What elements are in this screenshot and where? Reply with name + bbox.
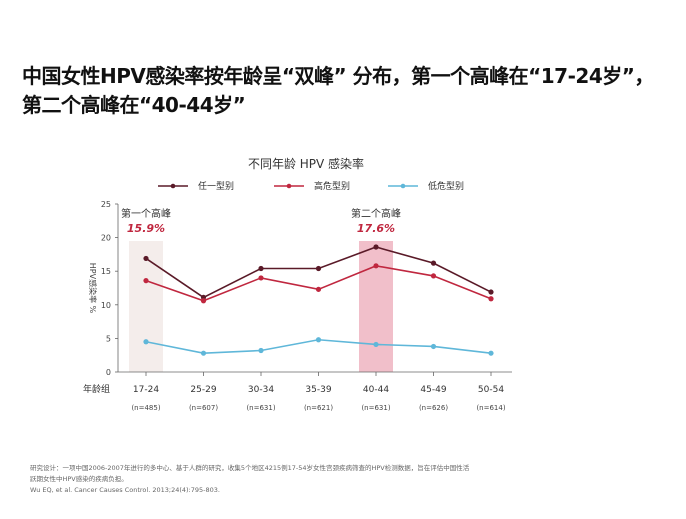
data-point — [200, 298, 207, 304]
y-tick-label: 10 — [101, 301, 111, 310]
data-point — [430, 273, 437, 279]
x-tick-label: 45-49 — [420, 385, 446, 395]
data-point — [143, 339, 149, 345]
sample-size-label: (n=614) — [476, 404, 505, 412]
y-tick-label: 20 — [101, 234, 111, 243]
legend-marker — [170, 183, 176, 189]
data-point — [200, 350, 207, 356]
data-point — [373, 263, 379, 269]
sample-size-label: (n=626) — [419, 404, 448, 412]
peak-value-label: 15.9% — [127, 222, 165, 235]
y-axis-label: HPV感染率 % — [88, 263, 98, 314]
chart-title: 不同年龄 HPV 感染率 — [248, 156, 364, 171]
sample-size-label: (n=631) — [361, 404, 390, 412]
x-axis-label: 年龄组 — [83, 383, 110, 395]
peak-value-label: 17.6% — [357, 222, 395, 235]
y-tick-label: 15 — [101, 267, 111, 276]
data-point — [258, 265, 264, 272]
data-point — [488, 296, 494, 302]
peak-highlight-band — [359, 241, 393, 372]
x-tick-label: 25-29 — [190, 385, 216, 395]
data-point — [143, 278, 149, 284]
x-tick-label: 40-44 — [363, 385, 389, 395]
x-tick-label: 30-34 — [248, 385, 274, 395]
data-point — [315, 265, 322, 272]
sample-size-label: (n=631) — [246, 404, 275, 412]
footer-line1: 研究设计：一项中国2006-2007年进行的多中心、基于人群的研究，收集5个地区… — [30, 464, 470, 472]
data-point — [143, 255, 149, 262]
data-point — [430, 343, 437, 350]
data-point — [258, 275, 264, 281]
legend-marker — [286, 183, 292, 189]
sample-size-label: (n=485) — [131, 404, 160, 412]
data-point — [373, 244, 379, 250]
peak-label: 第二个高峰 — [351, 207, 401, 220]
y-tick-label: 25 — [101, 200, 111, 209]
y-tick-label: 5 — [106, 334, 111, 343]
slide-title-line2: 第二个高峰在“40-44岁” — [22, 93, 246, 117]
footer-citation: Wu EQ, et al. Cancer Causes Control. 201… — [30, 486, 220, 494]
data-point — [258, 347, 264, 354]
slide-title: 中国女性HPV感染率按年龄呈“双峰” 分布，第一个高峰在“17-24岁”， 第二… — [22, 62, 672, 120]
data-point — [315, 286, 322, 292]
y-tick-label: 0 — [106, 368, 111, 377]
data-point — [373, 341, 379, 348]
peak-label: 第一个高峰 — [121, 207, 171, 220]
x-tick-label: 35-39 — [305, 385, 331, 395]
data-point — [488, 350, 494, 356]
legend-label: 任一型别 — [198, 180, 234, 192]
legend-marker — [400, 183, 406, 189]
data-point — [488, 289, 494, 295]
sample-size-label: (n=621) — [304, 404, 333, 412]
data-point — [430, 260, 437, 266]
x-tick-label: 50-54 — [478, 385, 504, 395]
x-tick-label: 17-24 — [133, 385, 159, 395]
slide-title-line1: 中国女性HPV感染率按年龄呈“双峰” 分布，第一个高峰在“17-24岁”， — [22, 64, 654, 88]
peak-highlight-band — [129, 241, 163, 372]
legend-label: 高危型别 — [314, 180, 350, 192]
sample-size-label: (n=607) — [189, 404, 218, 412]
footer-notes: 研究设计：一项中国2006-2007年进行的多中心、基于人群的研究，收集5个地区… — [30, 463, 650, 496]
legend-label: 低危型别 — [428, 180, 464, 192]
footer-line2: 跃期女性中HPV感染的疾病负担。 — [30, 475, 128, 483]
data-point — [315, 337, 322, 343]
